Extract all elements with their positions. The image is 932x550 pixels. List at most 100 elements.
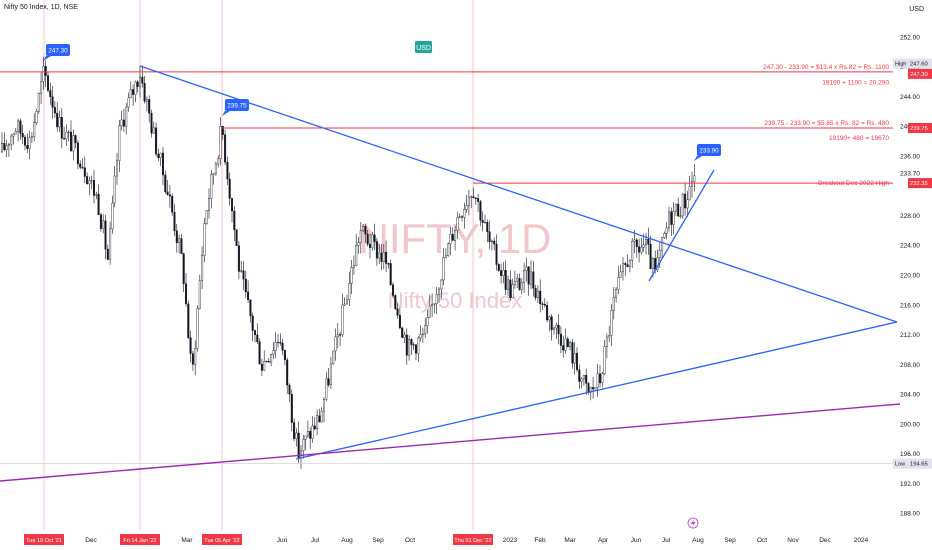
candle-body <box>665 227 668 234</box>
price-callout-text: 239.75 <box>227 103 247 110</box>
usd-badge-label: USD <box>416 45 431 52</box>
candle-body <box>5 145 8 150</box>
candle-body <box>472 196 475 199</box>
candle-body <box>573 352 576 364</box>
price-label-value: 194.65 <box>910 462 928 468</box>
candle-body <box>527 266 530 285</box>
candle-body <box>72 135 75 152</box>
candle-body <box>157 153 160 159</box>
candle-body <box>51 96 54 108</box>
candle-body <box>323 399 326 412</box>
candle-body <box>532 271 535 289</box>
candle-body <box>580 378 583 382</box>
candle-body <box>688 186 691 201</box>
candle-body <box>555 324 558 329</box>
y-tick-label: 196.00 <box>900 451 920 458</box>
candle-body <box>263 360 266 371</box>
candle-body <box>10 135 13 145</box>
candle-body <box>159 152 162 159</box>
candle-body <box>594 387 597 390</box>
candle-body <box>408 339 411 356</box>
candle-body <box>559 333 562 346</box>
x-tick-label: Sep <box>724 537 736 544</box>
candle-body <box>136 81 139 87</box>
candle-body <box>295 432 298 439</box>
annotation-text: 19190 + 1100 = 20,290 <box>822 79 889 86</box>
candle-body <box>277 341 280 344</box>
candle-body <box>387 263 390 265</box>
time-axis: DecFebMarAprJunJulAugSepOct2023FebMarApr… <box>24 534 869 545</box>
candle-body <box>233 210 236 231</box>
candle-body <box>362 226 365 231</box>
candle-body <box>247 291 250 300</box>
x-tick-label: Oct <box>757 537 767 544</box>
candle-body <box>334 336 337 352</box>
candle-body <box>509 279 512 299</box>
candle-body <box>184 283 187 305</box>
candle-body <box>320 410 323 423</box>
candle-body <box>394 295 397 309</box>
candle-body <box>612 296 615 311</box>
upper-trendline[interactable] <box>139 65 898 323</box>
candle-body <box>111 202 114 230</box>
candle-body <box>461 216 464 218</box>
candle-body <box>300 450 303 458</box>
annotation-text: 247.30 - 233.90 = $13.4 x Rs.82 = Rs. 11… <box>763 64 889 71</box>
candle-body <box>417 337 420 354</box>
y-tick-label: 204.00 <box>900 392 920 399</box>
candle-body <box>599 373 602 384</box>
lower-trendline[interactable] <box>295 321 898 460</box>
rising-trendline[interactable] <box>648 169 715 282</box>
candle-body <box>251 315 254 331</box>
candle-body <box>375 241 378 259</box>
candle-body <box>120 119 123 127</box>
candle-body <box>175 230 178 243</box>
annotation-text: 239.75 - 233.90 = $5.85 x Rs. 82 = Rs. 4… <box>764 120 889 127</box>
usd-badge[interactable] <box>415 41 432 53</box>
candle-body <box>500 270 503 276</box>
candle-body <box>182 253 185 285</box>
candle-body <box>304 435 307 440</box>
candle-body <box>458 216 461 218</box>
candle-body <box>550 316 553 330</box>
date-flag-label: Thu 01 Dec '22 <box>454 538 491 544</box>
candle-body <box>352 265 355 268</box>
candle-body <box>274 342 277 351</box>
candle-body <box>631 241 634 261</box>
price-axis: 252.00248.00244.00240.00236.00233.70228.… <box>893 34 932 518</box>
candle-body <box>325 378 328 400</box>
candle-body <box>571 342 574 364</box>
x-tick-label: Nov <box>787 537 799 544</box>
price-label <box>908 123 932 134</box>
candle-body <box>582 375 585 380</box>
candle-body <box>424 325 427 335</box>
candle-body <box>249 299 252 316</box>
candle-body <box>272 350 275 355</box>
candle-body <box>212 173 215 175</box>
lightning-icon[interactable] <box>687 517 699 529</box>
candle-body <box>145 99 148 102</box>
candle-body <box>33 122 36 137</box>
price-callout-text: 247.30 <box>48 48 68 55</box>
y-tick-label: 228.00 <box>900 213 920 220</box>
candle-body <box>412 344 415 346</box>
candle-body <box>207 198 210 211</box>
x-tick-label: Dec <box>85 537 97 544</box>
usd-badge-group[interactable]: USD <box>415 41 432 53</box>
long-term-support-line[interactable] <box>0 403 901 482</box>
price-label-value: 247.60 <box>910 62 928 68</box>
candle-body <box>405 334 408 356</box>
date-flag-label: Fri 14 Jan '22 <box>123 538 156 544</box>
date-flag-label: Tue 05 Apr '22 <box>204 538 239 544</box>
candle-body <box>69 131 72 152</box>
price-label <box>908 58 932 69</box>
candle-body <box>168 194 171 197</box>
candle-body <box>442 257 445 281</box>
candle-body <box>605 336 608 347</box>
candle-body <box>74 135 77 144</box>
candle-body <box>396 308 399 316</box>
annotation-text: 19190+ 480 = 19670 <box>829 135 889 142</box>
candle-body <box>610 310 613 336</box>
candle-body <box>187 303 190 338</box>
